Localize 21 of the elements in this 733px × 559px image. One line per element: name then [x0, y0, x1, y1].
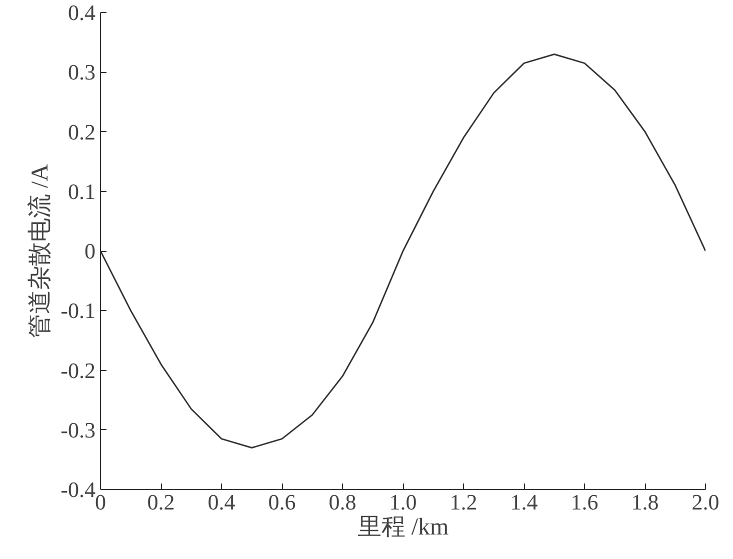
x-tick-label: 1.6	[570, 490, 598, 514]
x-tick-label: 0.4	[208, 490, 236, 514]
x-axis-title: 里程 /km	[357, 514, 449, 540]
y-tick-label: 0	[84, 238, 96, 264]
x-tick-label: 0.8	[328, 490, 356, 514]
x-tick-label: 1.0	[389, 490, 417, 514]
y-tick-label: -0.3	[60, 417, 96, 442]
y-tick-label: -0.4	[60, 477, 96, 502]
y-tick-label: -0.2	[60, 358, 96, 383]
x-tick-label: 0.6	[268, 490, 296, 514]
x-tick-label: 0.2	[147, 490, 175, 514]
y-tick-label: -0.1	[60, 298, 96, 324]
x-tick-label: 2.0	[692, 490, 720, 514]
x-tick-label: 1.4	[510, 490, 538, 514]
x-tick-label: 1.8	[631, 490, 659, 514]
x-tick-label: 1.2	[450, 490, 478, 514]
y-tick-label: 0.4	[68, 0, 96, 25]
y-tick-label: 0.3	[68, 60, 96, 85]
y-tick-label: 0.2	[68, 119, 96, 144]
y-axis-title: 管道杂散电流 /A	[26, 163, 54, 338]
y-tick-label: 0.1	[68, 178, 96, 204]
